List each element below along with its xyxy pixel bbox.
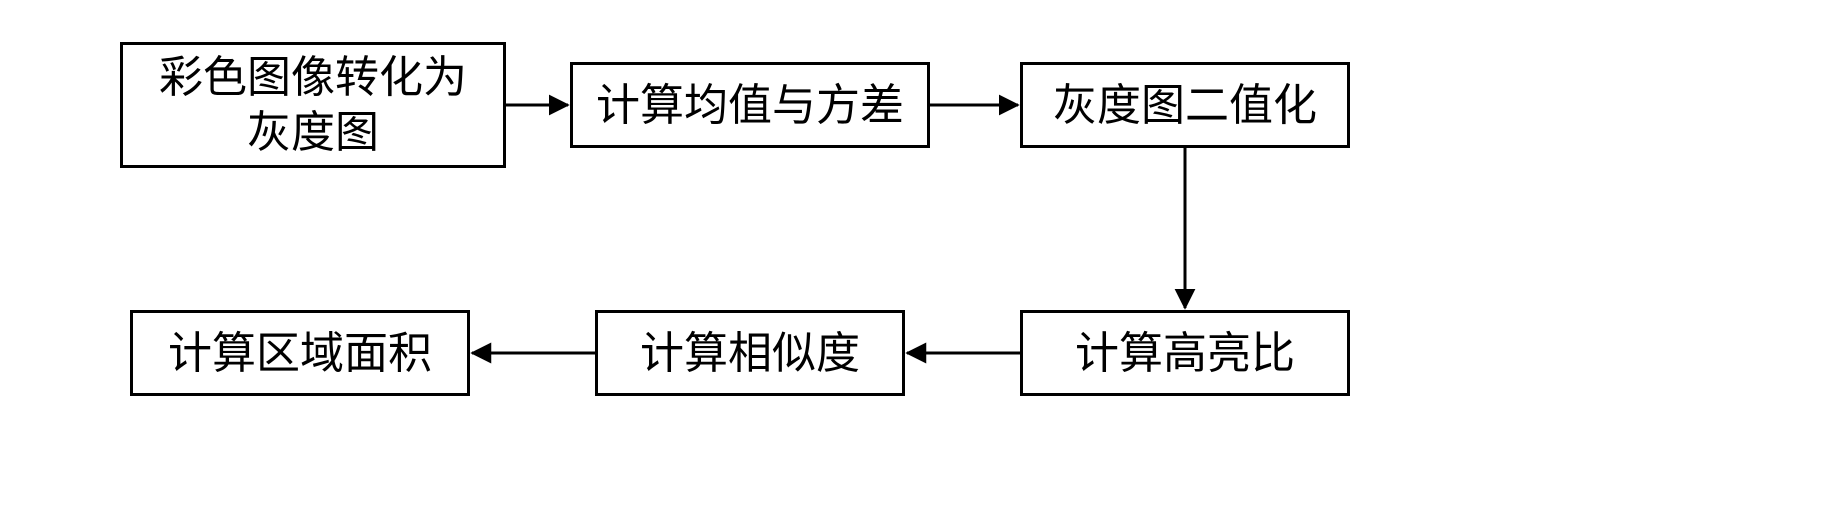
node-label: 彩色图像转化为灰度图 — [159, 50, 467, 160]
node-similarity: 计算相似度 — [595, 310, 905, 396]
node-area: 计算区域面积 — [130, 310, 470, 396]
node-color-to-gray: 彩色图像转化为灰度图 — [120, 42, 506, 168]
node-label: 计算均值与方差 — [596, 78, 904, 133]
node-binarize: 灰度图二值化 — [1020, 62, 1350, 148]
node-mean-variance: 计算均值与方差 — [570, 62, 930, 148]
node-label: 灰度图二值化 — [1053, 78, 1317, 133]
node-label: 计算区域面积 — [168, 326, 432, 381]
node-label: 计算相似度 — [640, 326, 860, 381]
node-label: 计算高亮比 — [1075, 326, 1295, 381]
node-highlight-ratio: 计算高亮比 — [1020, 310, 1350, 396]
flowchart-canvas: 彩色图像转化为灰度图 计算均值与方差 灰度图二值化 计算高亮比 计算相似度 计算… — [0, 0, 1824, 513]
